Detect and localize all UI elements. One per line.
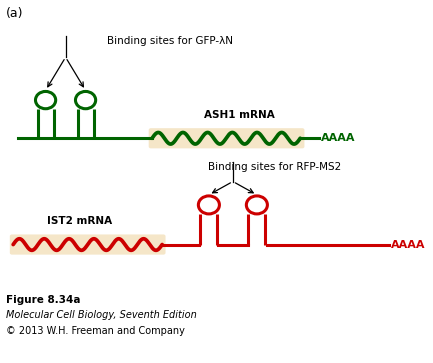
Text: AAAA: AAAA [321, 133, 356, 143]
Text: (a): (a) [6, 7, 23, 20]
Text: Binding sites for GFP-λN: Binding sites for GFP-λN [107, 36, 233, 46]
Text: AAAA: AAAA [391, 240, 425, 249]
Text: IST2 mRNA: IST2 mRNA [47, 216, 112, 226]
Text: Molecular Cell Biology, Seventh Edition: Molecular Cell Biology, Seventh Edition [6, 310, 196, 320]
FancyBboxPatch shape [10, 234, 165, 254]
Text: Binding sites for RFP-MS2: Binding sites for RFP-MS2 [208, 162, 342, 172]
Text: © 2013 W.H. Freeman and Company: © 2013 W.H. Freeman and Company [6, 326, 184, 335]
Text: Figure 8.34a: Figure 8.34a [6, 295, 80, 305]
FancyBboxPatch shape [149, 128, 304, 148]
Text: ASH1 mRNA: ASH1 mRNA [204, 110, 275, 119]
